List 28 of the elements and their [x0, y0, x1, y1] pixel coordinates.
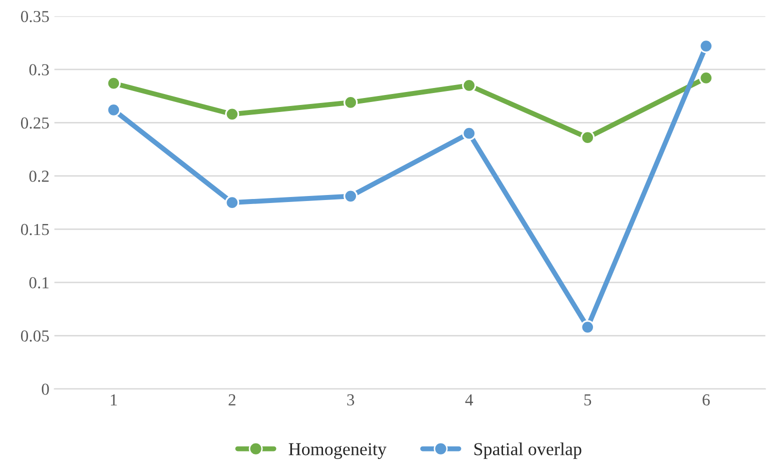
point: [225, 107, 240, 122]
x-tick-label: 5: [584, 394, 592, 406]
x-tick-label: 6: [702, 394, 710, 406]
point: [225, 195, 240, 210]
point: [699, 38, 714, 54]
y-tick-label: 0.35: [21, 10, 49, 22]
y-tick-label: 0.3: [29, 64, 49, 76]
point: [580, 320, 595, 334]
y-tick-label: 0.2: [29, 170, 49, 182]
x-tick-label: 2: [228, 394, 236, 406]
point: [462, 126, 476, 140]
x-tick-label: 3: [347, 394, 354, 406]
x-tick-label: 1: [110, 394, 117, 406]
legend-label: Spatial overlap: [474, 442, 582, 459]
legend-label: Homogeneity: [288, 443, 386, 459]
point: [106, 102, 121, 117]
point: [344, 189, 358, 204]
y-tick-label: 0.05: [21, 330, 49, 342]
point: [106, 76, 121, 90]
y-tick-label: 0: [42, 384, 49, 395]
y-tick-label: 0.25: [21, 117, 49, 129]
point: [699, 70, 714, 86]
point: [344, 95, 358, 110]
point: [580, 130, 595, 145]
x-tick-label: 4: [465, 394, 474, 406]
y-tick-label: 0.1: [29, 277, 49, 288]
point: [462, 78, 476, 93]
y-tick-label: 0.15: [21, 224, 49, 236]
